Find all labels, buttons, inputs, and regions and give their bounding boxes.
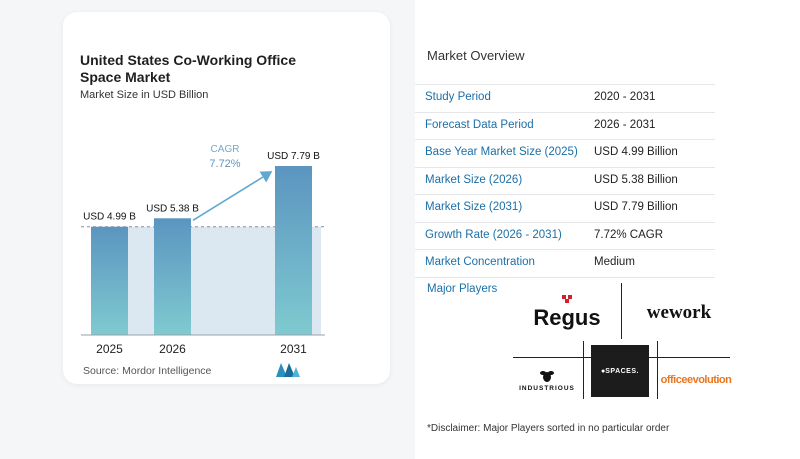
bar-chart: USD 4.99 B 2025 USD 5.38 B 2026 USD 7.79 B 20…: [81, 144, 325, 356]
bar-value-label: USD 5.38 B: [146, 203, 199, 214]
row-value: 7.72% CAGR: [594, 228, 664, 241]
bar: [91, 226, 128, 335]
market-overview-panel: Market Overview Study Period 2020 - 2031 …: [415, 0, 800, 459]
row-value: Medium: [594, 256, 635, 268]
spaces-logo: ● SPACES.: [591, 345, 649, 397]
industrious-text: INDUSTRIOUS: [519, 385, 575, 392]
player-logos: Regus wework INDUSTRIOUS ● SPACES. offic…: [511, 283, 732, 403]
wework-text: wework: [646, 302, 712, 323]
row-label: Forecast Data Period: [425, 118, 534, 131]
cagr-arrow: [192, 171, 273, 221]
chart-card: United States Co-Working Office Space Ma…: [63, 12, 390, 384]
row-label: Market Concentration: [425, 256, 535, 268]
logo-divider: [583, 341, 584, 399]
overview-title: Market Overview: [427, 48, 525, 63]
row-label: Base Year Market Size (2025): [425, 146, 578, 158]
logo-divider: [621, 283, 622, 339]
row-value: USD 7.79 Billion: [594, 201, 678, 213]
bar-value-label: USD 4.99 B: [83, 212, 136, 223]
row-value: 2020 - 2031: [594, 91, 656, 103]
row-label: Study Period: [425, 91, 491, 103]
chart-subtitle: Market Size in USD Billion: [80, 89, 209, 101]
table-row: Base Year Market Size (2025) USD 4.99 Bil…: [415, 140, 715, 168]
disclaimer-text: *Disclaimer: Major Players sorted in no …: [427, 423, 670, 434]
row-label: Market Size (2031): [425, 201, 523, 213]
source-text: Source: Mordor Intelligence: [83, 365, 212, 377]
cagr-label: CAGR: [211, 144, 240, 155]
mordor-logo-icon: [276, 363, 300, 377]
row-value: USD 4.99 Billion: [594, 146, 678, 158]
bar: [275, 166, 312, 335]
industrious-logo: INDUSTRIOUS: [513, 363, 581, 399]
table-row: Market Concentration Medium: [415, 250, 715, 278]
wework-logo: wework: [629, 291, 729, 335]
x-tick-label: 2025: [96, 342, 123, 356]
officeevolution-logo: officeevolution: [660, 363, 732, 397]
chart-title: United States Co-Working Office Space Ma…: [80, 52, 296, 85]
row-value: 2026 - 2031: [594, 118, 656, 131]
table-row: Market Size (2026) USD 5.38 Billion: [415, 168, 715, 195]
overview-table: Study Period 2020 - 2031 Forecast Data Pe…: [415, 84, 715, 278]
row-value: USD 5.38 Billion: [594, 173, 678, 186]
cagr-value: 7.72%: [209, 158, 240, 170]
bar-value-label: USD 7.79 B: [267, 151, 320, 162]
major-players-label: Major Players: [427, 283, 498, 295]
table-row: Study Period 2020 - 2031: [415, 84, 715, 113]
bee-icon: [540, 371, 554, 382]
logo-divider: [657, 341, 658, 399]
x-tick-label: 2026: [159, 342, 186, 356]
table-row: Growth Rate (2026 - 2031) 7.72% CAGR: [415, 223, 715, 250]
row-label: Market Size (2026): [425, 173, 523, 186]
regus-logo: Regus: [521, 291, 613, 335]
x-tick-label: 2031: [280, 342, 307, 356]
table-row: Forecast Data Period 2026 - 2031: [415, 113, 715, 140]
table-row: Market Size (2031) USD 7.79 Billion: [415, 195, 715, 223]
officeevolution-text: officeevolution: [660, 374, 732, 386]
regus-text: Regus: [533, 305, 600, 330]
bar: [154, 218, 191, 335]
spaces-text: SPACES.: [605, 367, 639, 375]
row-label: Growth Rate (2026 - 2031): [425, 228, 562, 241]
